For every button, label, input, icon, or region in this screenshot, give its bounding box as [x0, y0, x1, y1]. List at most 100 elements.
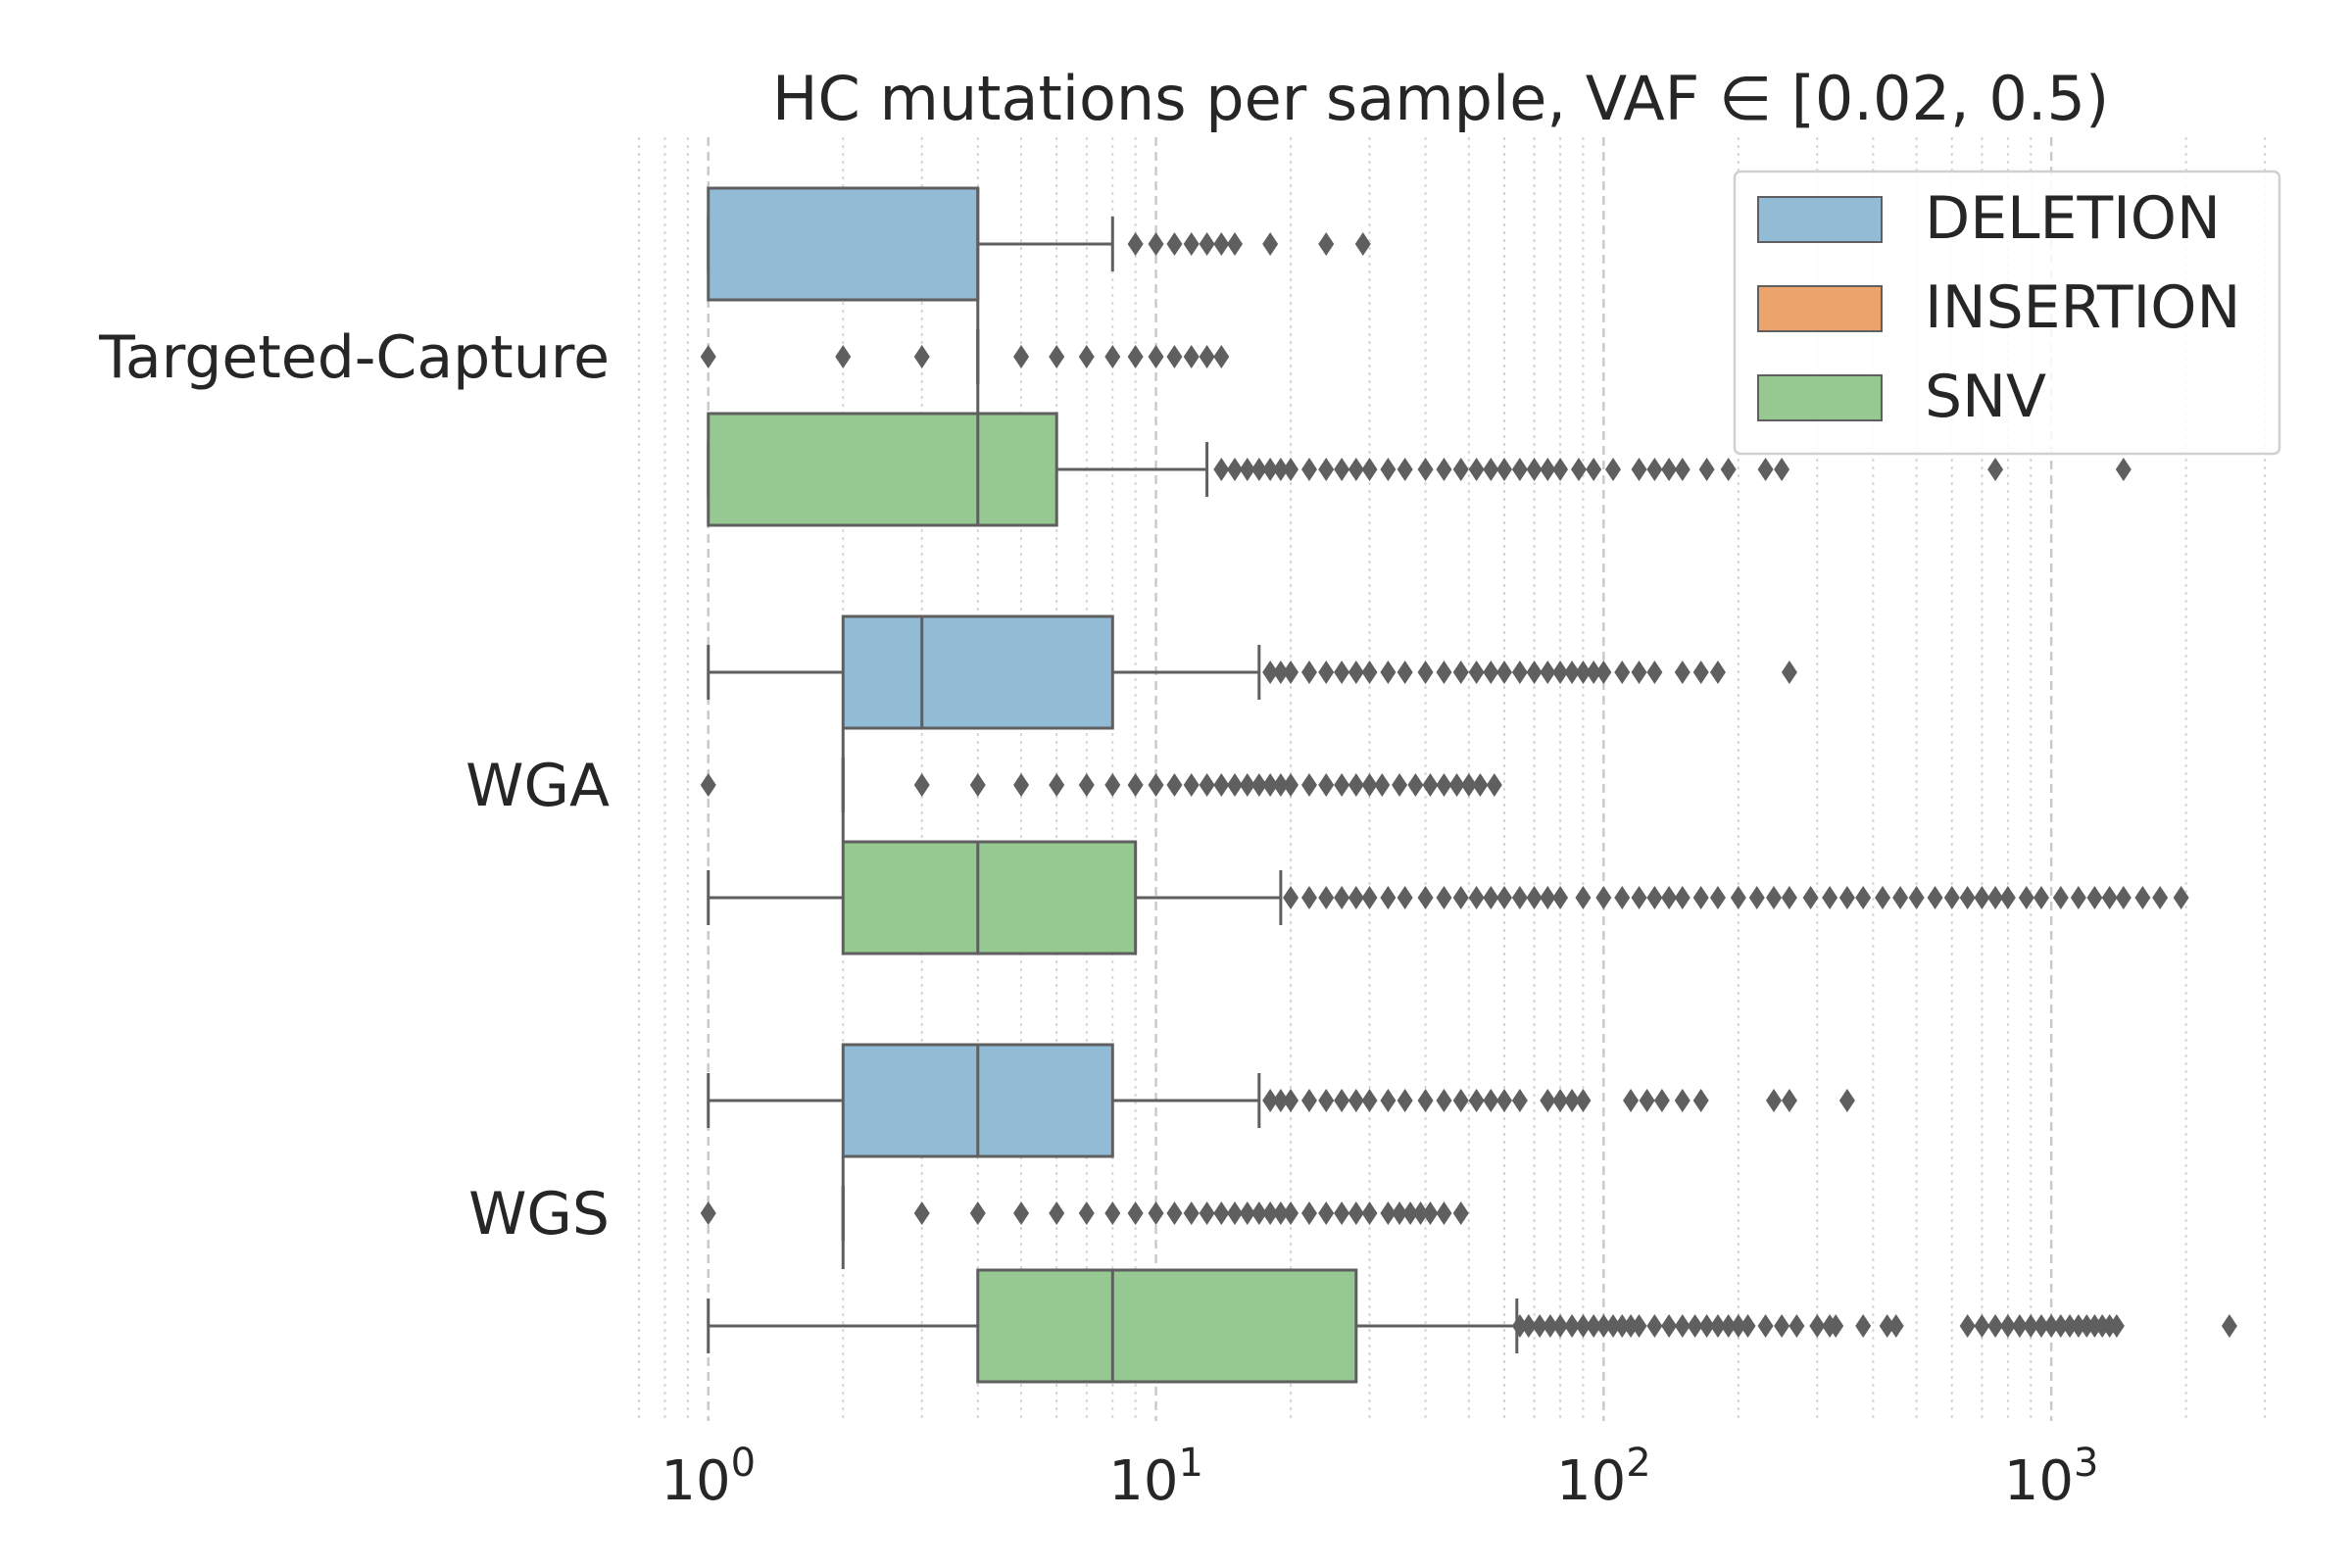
box-insertion — [700, 301, 1230, 413]
outlier-point — [1380, 661, 1396, 684]
outlier-point — [1417, 1089, 1434, 1112]
y-category-label: Targeted-Capture — [98, 323, 610, 392]
outlier-point — [1436, 886, 1452, 909]
outlier-point — [1361, 661, 1378, 684]
boxes — [700, 186, 2237, 1384]
outlier-point — [1542, 1314, 1558, 1338]
outlier-point — [969, 1201, 986, 1225]
outlier-point — [1396, 661, 1413, 684]
outlier-point — [1511, 1314, 1528, 1338]
outlier-point — [1283, 1201, 1299, 1225]
x-tick-label: 103 — [2004, 1441, 2099, 1513]
outlier-point — [1483, 661, 1499, 684]
y-category-label: WGS — [468, 1180, 610, 1249]
outlier-point — [1781, 1089, 1797, 1112]
outlier-point — [1674, 886, 1690, 909]
outlier-point — [1300, 661, 1317, 684]
outlier-point — [1127, 345, 1144, 368]
outlier-point — [1822, 886, 1838, 909]
outlier-point — [1183, 345, 1200, 368]
box-iqr — [841, 614, 1114, 730]
outlier-point — [1661, 886, 1678, 909]
outlier-point — [1283, 773, 1299, 797]
outlier-point — [1511, 1089, 1528, 1112]
outlier-point — [1595, 1314, 1612, 1338]
outlier-point — [1511, 886, 1528, 909]
outlier-point — [1540, 661, 1556, 684]
outlier-point — [1855, 886, 1872, 909]
outlier-point — [1646, 1314, 1663, 1338]
outlier-point — [1104, 773, 1121, 797]
outlier-point — [1774, 458, 1790, 481]
outlier-point — [1148, 345, 1164, 368]
outlier-point — [1213, 1201, 1230, 1225]
outlier-point — [1348, 1201, 1364, 1225]
outlier-point — [1262, 773, 1279, 797]
outlier-point — [1283, 661, 1299, 684]
outlier-point — [1614, 886, 1631, 909]
outlier-point — [1380, 1089, 1396, 1112]
outlier-point — [835, 345, 852, 368]
outlier-point — [1104, 345, 1121, 368]
outlier-point — [1605, 1314, 1622, 1338]
outlier-point — [2115, 458, 2132, 481]
outlier-point — [1709, 886, 1726, 909]
y-category-label: WGA — [466, 752, 610, 820]
outlier-point — [1653, 1089, 1670, 1112]
outlier-point — [1300, 773, 1317, 797]
outlier-point — [700, 345, 716, 368]
outlier-point — [1875, 886, 1891, 909]
outlier-point — [1392, 1201, 1408, 1225]
outlier-point — [1586, 1314, 1602, 1338]
outlier-point — [1496, 886, 1513, 909]
outlier-point — [1452, 1089, 1469, 1112]
outlier-point — [1540, 1089, 1556, 1112]
outlier-point — [1468, 1089, 1485, 1112]
outlier-point — [1698, 458, 1715, 481]
outlier-point — [1595, 661, 1612, 684]
box-snv — [707, 1268, 2237, 1384]
outlier-point — [1436, 661, 1452, 684]
outlier-point — [1374, 773, 1391, 797]
box-iqr — [976, 1268, 1358, 1384]
outlier-point — [1361, 886, 1378, 909]
outlier-point — [1448, 773, 1465, 797]
outlier-point — [1300, 458, 1317, 481]
outlier-point — [1318, 1089, 1335, 1112]
outlier-point — [1692, 886, 1709, 909]
outlier-point — [1855, 1314, 1872, 1338]
box-snv — [707, 412, 2132, 527]
outlier-point — [1213, 232, 1230, 256]
outlier-point — [1361, 1089, 1378, 1112]
outlier-point — [2173, 886, 2189, 909]
outlier-point — [1348, 773, 1364, 797]
outlier-point — [913, 345, 930, 368]
outlier-point — [2115, 886, 2132, 909]
outlier-point — [2134, 886, 2151, 909]
legend-label: INSERTION — [1925, 273, 2240, 342]
outlier-point — [1436, 1089, 1452, 1112]
outlier-point — [1348, 886, 1364, 909]
outlier-point — [1496, 458, 1513, 481]
outlier-point — [1127, 773, 1144, 797]
outlier-point — [1380, 458, 1396, 481]
outlier-point — [1199, 773, 1215, 797]
legend-label: SNV — [1925, 363, 2046, 431]
outlier-point — [1879, 1314, 1895, 1338]
outlier-point — [1417, 886, 1434, 909]
outlier-point — [2033, 886, 2049, 909]
outlier-point — [1262, 1089, 1279, 1112]
outlier-point — [1748, 886, 1765, 909]
outlier-point — [1605, 458, 1622, 481]
outlier-point — [969, 773, 986, 797]
outlier-point — [913, 773, 930, 797]
legend-swatch — [1757, 285, 1883, 332]
chart-title: HC mutations per sample, VAF ∈ [0.02, 0.… — [772, 63, 2109, 134]
outlier-point — [1766, 1089, 1783, 1112]
outlier-point — [1396, 1089, 1413, 1112]
outlier-point — [1452, 458, 1469, 481]
outlier-point — [1511, 458, 1528, 481]
outlier-point — [1239, 773, 1255, 797]
outlier-point — [2062, 1314, 2079, 1338]
